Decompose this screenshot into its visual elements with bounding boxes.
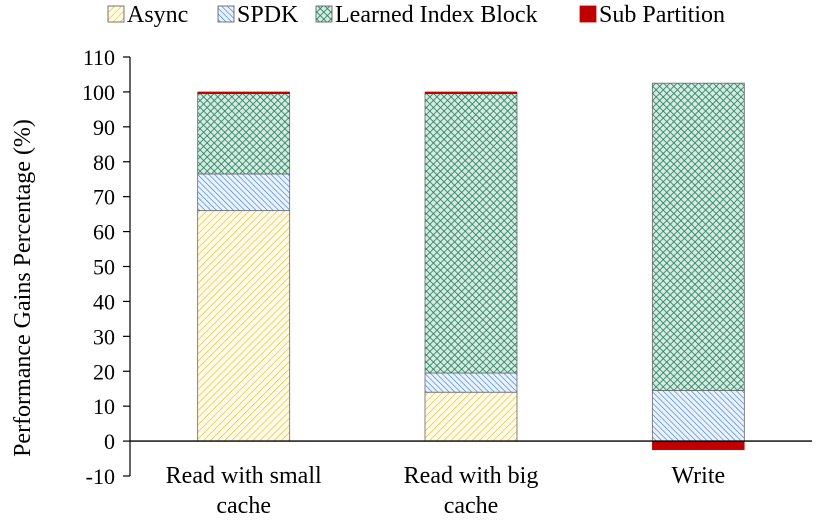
legend-label: Sub Partition <box>599 2 725 28</box>
legend-label: Learned Index Block <box>335 2 538 28</box>
x-category-label-line: cache <box>444 493 499 519</box>
legend-label: SPDK <box>237 2 299 28</box>
legend-item-spdk: SPDK <box>217 2 299 28</box>
bar-learned-index-block-read-with-big-cache <box>424 93 518 374</box>
y-tick-label: 30 <box>93 324 115 349</box>
bar-learned-index-block-write <box>651 82 745 391</box>
bar-spdk-read-with-big-cache <box>424 372 518 393</box>
bar-async-read-with-big-cache <box>424 391 518 442</box>
legend: Async SPDK Learned Index Block Sub Partitio… <box>107 2 725 28</box>
x-category-label: Read with small cache <box>166 463 322 519</box>
y-tick-label: 60 <box>93 220 115 245</box>
y-tick-label: 100 <box>82 80 115 105</box>
bar-sub-partition-write <box>652 440 745 451</box>
x-category-label-line: Read with big <box>404 463 539 489</box>
bar-async-read-with-small-cache <box>197 210 291 442</box>
y-tick-label: 0 <box>104 429 115 454</box>
legend-swatch <box>579 5 597 23</box>
legend-swatch <box>315 5 333 23</box>
y-tick-label: 40 <box>93 289 115 314</box>
legend-item-async: Async <box>107 2 188 28</box>
bar-sub-partition-read-with-small-cache <box>197 91 290 94</box>
bar-learned-index-block-read-with-small-cache <box>197 93 291 175</box>
bar-sub-partition-read-with-big-cache <box>424 91 518 94</box>
y-tick-label: 90 <box>93 115 115 140</box>
y-tick-label: 20 <box>93 359 115 384</box>
y-tick-label: 80 <box>93 150 115 175</box>
y-tick-label: 10 <box>93 394 115 419</box>
legend-swatch <box>217 5 235 23</box>
x-category-label-line: cache <box>216 493 271 519</box>
legend-swatch <box>107 5 125 23</box>
legend-item-sub-partition: Sub Partition <box>579 2 725 28</box>
y-tick-label: 50 <box>93 255 115 280</box>
legend-label: Async <box>127 2 188 28</box>
y-tick-label: 70 <box>93 185 115 210</box>
x-category-label-line: Read with small <box>166 463 322 489</box>
bar-spdk-read-with-small-cache <box>197 173 291 212</box>
y-tick-label: -10 <box>86 464 115 489</box>
x-category-label: Read with big cache <box>404 463 539 519</box>
y-tick-label: 110 <box>83 45 115 70</box>
legend-item-learned-index-block: Learned Index Block <box>315 2 538 28</box>
x-category-label-line: Write <box>671 463 725 489</box>
x-category-label: Write <box>671 463 725 489</box>
y-axis-title: Performance Gains Percentage (%) <box>10 119 36 457</box>
x-axis: Read with small cache Read with big cache Wr… <box>130 440 812 519</box>
bar-spdk-write <box>651 390 745 442</box>
bars <box>197 82 745 451</box>
